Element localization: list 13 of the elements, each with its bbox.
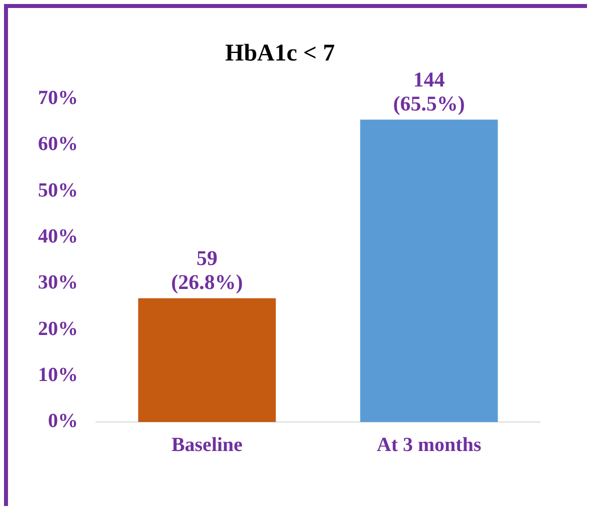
y-tick-label: 20% [38, 318, 78, 340]
y-tick-label: 50% [38, 179, 78, 202]
x-tick-label: At 3 months [376, 434, 482, 456]
y-tick-label: 70% [38, 86, 78, 109]
y-tick-label: 40% [38, 225, 78, 248]
data-label: 144 (65.5%) [393, 68, 465, 116]
y-tick-label: 60% [38, 133, 78, 156]
y-tick-label: 30% [38, 272, 78, 294]
x-tick-label: Baseline [171, 434, 243, 456]
data-label: 59 (26.8%) [171, 246, 243, 294]
y-tick-label: 0% [48, 410, 78, 432]
chart-title: HbA1c < 7 [225, 40, 335, 67]
y-tick-label: 10% [38, 364, 78, 386]
